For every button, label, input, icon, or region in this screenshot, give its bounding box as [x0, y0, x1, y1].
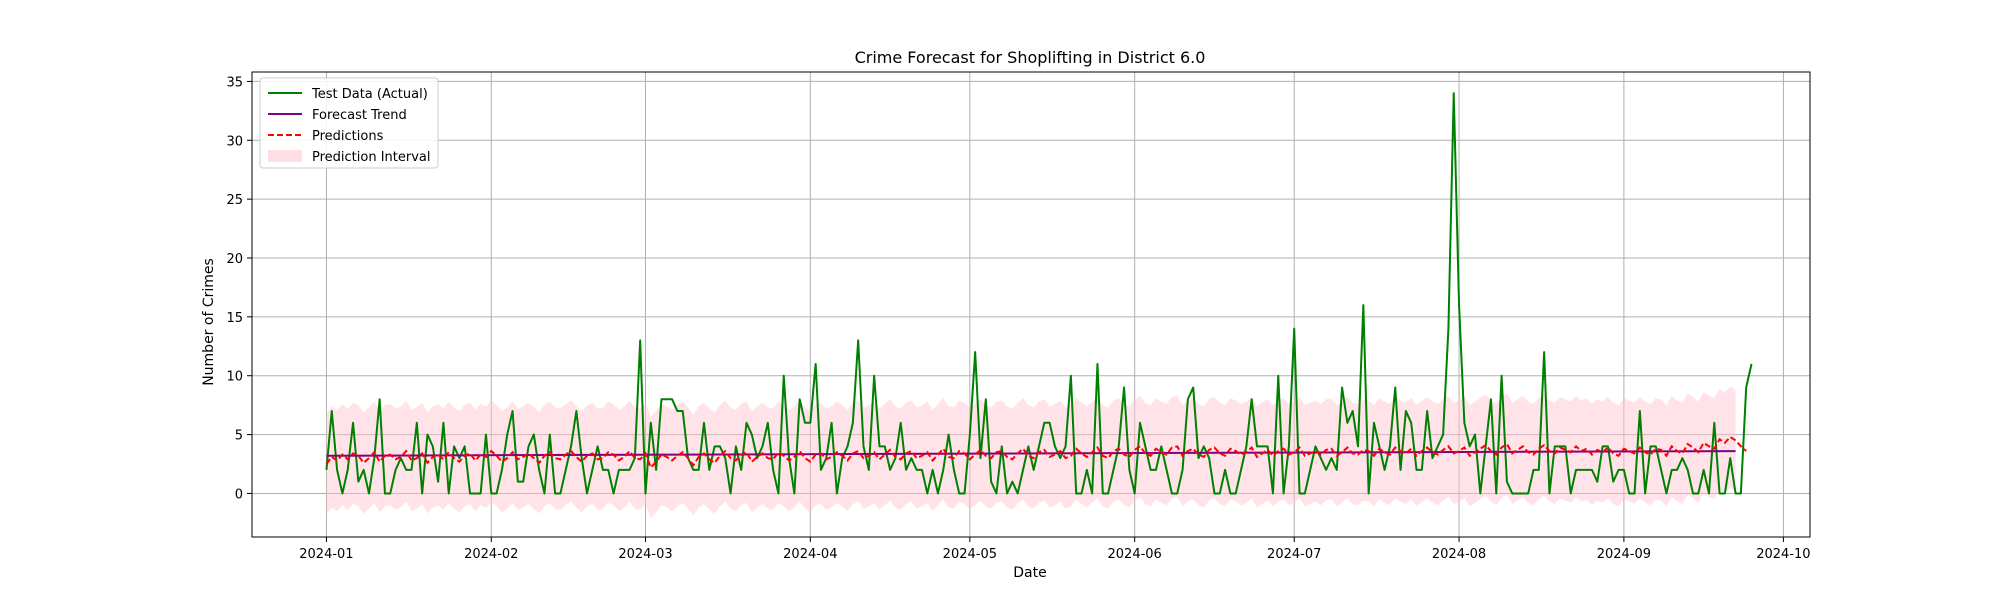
chart-title: Crime Forecast for Shoplifting in Distri…: [855, 48, 1206, 67]
x-tick-label: 2024-05: [943, 547, 997, 562]
x-tick-label: 2024-03: [618, 547, 672, 562]
x-tick-label: 2024-06: [1108, 547, 1162, 562]
y-tick-label: 15: [226, 311, 243, 326]
series-lines: [325, 92, 1753, 495]
actual-series-line: [325, 92, 1753, 495]
prediction-interval-band: [326, 386, 1736, 519]
y-tick-label: 30: [226, 134, 243, 149]
y-tick-label: 20: [226, 252, 243, 267]
x-tick-label: 2024-07: [1267, 547, 1321, 562]
legend-label: Predictions: [312, 129, 384, 144]
legend-label: Test Data (Actual): [311, 87, 428, 102]
legend-label: Prediction Interval: [312, 150, 431, 165]
legend-box: [259, 77, 439, 169]
x-tick-label: 2024-08: [1432, 547, 1486, 562]
x-tick-label: 2024-04: [783, 547, 837, 562]
y-tick-label: 25: [226, 193, 243, 208]
legend-label: Forecast Trend: [312, 108, 407, 123]
y-tick-label: 5: [235, 429, 243, 444]
x-tick-label: 2024-01: [299, 547, 353, 562]
plot-frame: [251, 71, 1811, 538]
x-tick-label: 2024-10: [1756, 547, 1810, 562]
predictions-line: [325, 435, 1747, 470]
forecast-trend-line: [326, 450, 1736, 457]
y-tick-label: 10: [226, 370, 243, 385]
prediction-interval-area: [326, 386, 1736, 519]
axes: 2024-01 2024-02 2024-03 2024-04 2024-05 2024-…: [226, 71, 1811, 562]
x-tick-label: 2024-02: [464, 547, 518, 562]
legend: Test Data (Actual) Forecast Trend Predicti…: [259, 77, 439, 169]
x-tick-label: 2024-09: [1597, 547, 1651, 562]
y-tick-label: 0: [235, 487, 243, 502]
y-tick-label: 35: [226, 75, 243, 90]
x-axis-label: Date: [1013, 565, 1046, 581]
legend-swatch-band: [268, 150, 302, 162]
y-axis-label: Number of Crimes: [201, 258, 217, 386]
